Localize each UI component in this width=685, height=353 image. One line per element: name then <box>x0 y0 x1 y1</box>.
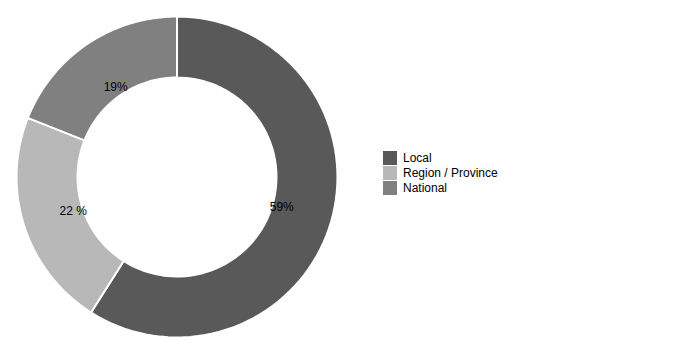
svg-text:19%: 19% <box>104 80 128 94</box>
svg-text:22 %: 22 % <box>60 204 88 218</box>
html-text:Local: Local <box>403 151 432 165</box>
html-text:National: National <box>403 181 447 195</box>
svg-text:59%: 59% <box>270 200 294 214</box>
html-text:Region / Province: Region / Province <box>403 166 498 180</box>
